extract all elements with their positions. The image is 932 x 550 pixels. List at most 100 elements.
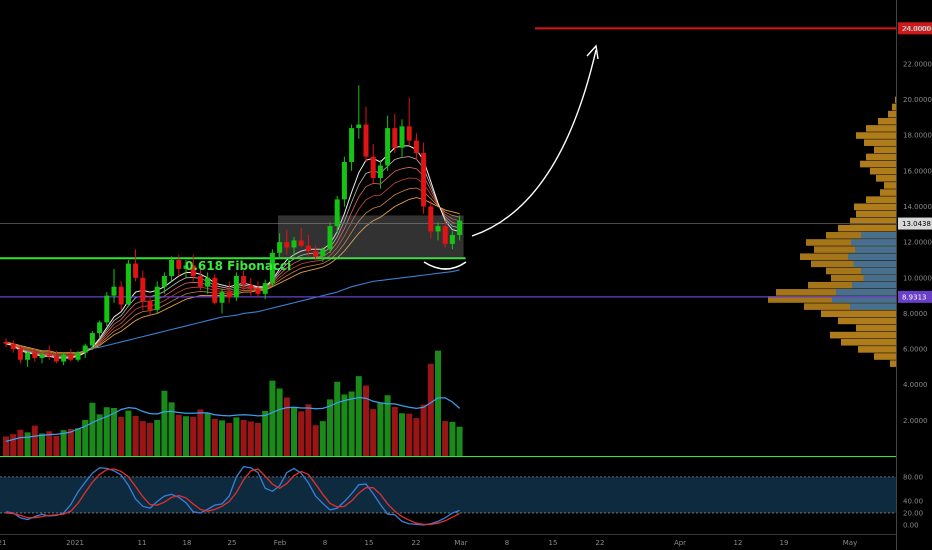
consolidation-box xyxy=(278,215,464,259)
volume-profile xyxy=(768,96,896,367)
volume-bar xyxy=(219,420,225,456)
volume-bar xyxy=(363,385,369,456)
volume-profile-bar xyxy=(850,217,896,225)
oscillator-tick-label: 80.00 xyxy=(903,473,923,481)
target-price-tag: 24.0000 xyxy=(902,25,931,33)
volume-bar xyxy=(103,407,110,456)
volume-profile-bar xyxy=(864,139,896,146)
volume-profile-value-bar xyxy=(832,296,896,303)
candle-body xyxy=(399,126,405,148)
volume-bar xyxy=(233,417,240,456)
volume-bar xyxy=(283,397,290,456)
candle-body xyxy=(413,140,419,154)
candle-body xyxy=(111,286,117,296)
volume-bar xyxy=(406,413,413,456)
price-tick-label: 18.0000 xyxy=(903,132,932,140)
price-tick-label: 2.0000 xyxy=(903,417,928,425)
price-tick-label: 4.0000 xyxy=(903,381,928,389)
fibonacci-label: 0.618 Fibonacci xyxy=(185,259,291,273)
candle-body xyxy=(183,265,189,269)
oscillator-tick-label: 40.00 xyxy=(903,497,923,505)
candle-body xyxy=(320,249,326,257)
volume-profile-value-bar xyxy=(861,267,896,275)
annotations: 0.618 Fibonacci 24.0000 13.0438 8.9313 xyxy=(185,22,932,303)
moving-average-line xyxy=(5,177,460,356)
volume-bar xyxy=(139,421,146,456)
volume-bar xyxy=(377,402,384,456)
volume-bar xyxy=(118,417,125,456)
volume-bar xyxy=(89,402,96,456)
time-tick-label: 25 xyxy=(228,539,237,547)
volume-bar xyxy=(291,408,297,456)
volume-bar xyxy=(125,410,132,456)
volume-bar xyxy=(10,434,17,456)
poc-price-tag-bg xyxy=(898,290,932,303)
price-tick-label: 20.0000 xyxy=(903,96,932,104)
stochastic-k-line xyxy=(5,465,460,526)
time-tick-label: 8 xyxy=(505,539,509,547)
volume-bar xyxy=(427,363,434,456)
candle-body xyxy=(291,240,297,248)
volume-profile-bar xyxy=(888,110,896,118)
time-tick-label: Apr xyxy=(674,539,686,547)
candle-body xyxy=(269,252,275,284)
candle-body xyxy=(133,263,139,278)
candle-body xyxy=(169,259,175,277)
candle-body xyxy=(341,161,347,200)
volume-profile-bar xyxy=(878,117,896,125)
candle-body xyxy=(449,235,455,244)
moving-average-line xyxy=(5,166,460,357)
volume-bar xyxy=(17,429,24,456)
candle-body xyxy=(356,124,362,129)
candle-body xyxy=(147,300,153,310)
price-tick-label: 24.0000 xyxy=(903,25,932,33)
volume-bar xyxy=(384,395,391,456)
volume-profile-bar xyxy=(874,146,896,154)
candle-body xyxy=(104,295,110,323)
volume-bar xyxy=(334,381,341,456)
volume-bar xyxy=(370,409,377,456)
price-tick-label: 12.0000 xyxy=(903,239,932,247)
time-tick-label: May xyxy=(843,539,857,547)
volume-ma-line xyxy=(5,396,460,442)
volume-bar xyxy=(298,411,305,456)
candle-body xyxy=(25,352,31,360)
candle-body xyxy=(53,356,59,362)
candle-body xyxy=(140,277,146,301)
candle-body xyxy=(3,341,9,344)
volume-profile-bar xyxy=(895,96,896,104)
time-tick-label: 12 xyxy=(734,539,743,547)
target-price-tag-bg xyxy=(898,22,932,35)
candle-body xyxy=(32,352,38,358)
volume-bar xyxy=(183,416,189,456)
volume-bar xyxy=(341,394,348,456)
volume-bar xyxy=(39,433,45,456)
candle-body xyxy=(421,153,427,207)
candle-body xyxy=(305,245,311,252)
long-moving-average-line xyxy=(85,269,460,350)
volume-profile-bar xyxy=(858,346,896,353)
candle-body xyxy=(248,284,254,289)
volume-bar xyxy=(348,391,355,456)
price-tick-label: 22.0000 xyxy=(903,60,932,68)
volume-bar xyxy=(355,376,362,456)
candle-body xyxy=(277,242,283,253)
candle-body xyxy=(161,276,167,287)
volume-profile-bar xyxy=(841,338,896,346)
price-tick-label: 16.0000 xyxy=(903,167,932,175)
candle-body xyxy=(176,259,182,269)
candle-body xyxy=(75,352,81,360)
candle-body xyxy=(262,283,268,294)
candlesticks[interactable] xyxy=(3,85,463,367)
stochastic-d-line xyxy=(5,468,460,526)
volume-profile-value-bar xyxy=(836,289,896,296)
candle-body xyxy=(370,156,376,179)
candle-body xyxy=(118,286,124,305)
volume-bar xyxy=(175,414,182,456)
volume-profile-bar xyxy=(821,310,896,318)
volume-bar xyxy=(399,413,405,456)
volume-profile-bar xyxy=(838,317,896,325)
time-tick-label: 22 xyxy=(596,539,605,547)
candle-body xyxy=(385,128,391,166)
